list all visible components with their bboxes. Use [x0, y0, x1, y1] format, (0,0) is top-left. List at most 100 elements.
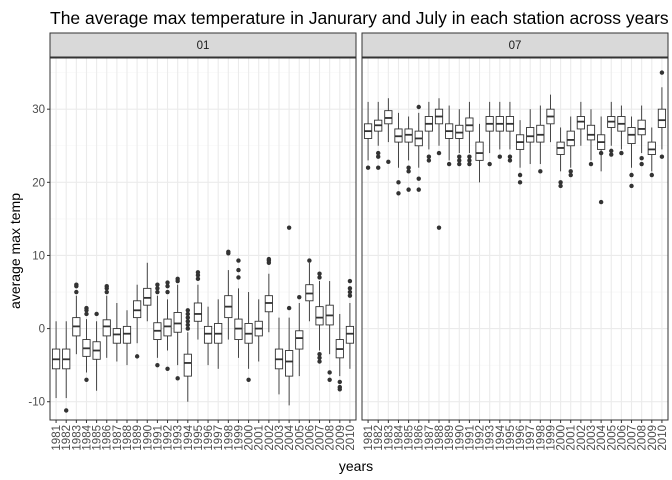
x-tick-label: 1987: [424, 425, 436, 451]
box-1986: [414, 104, 423, 192]
y-tick-label: 20: [32, 177, 45, 189]
x-tick-label: 1994: [183, 424, 195, 450]
box-1998: [536, 105, 545, 174]
outlier-point: [317, 271, 322, 276]
box-iqr: [475, 141, 484, 161]
box-iqr: [315, 306, 324, 326]
x-tick-label: 1982: [373, 425, 385, 451]
outlier-point: [155, 286, 160, 291]
outlier-point: [558, 183, 563, 189]
x-tick-label: 2003: [274, 425, 286, 451]
outlier-point: [386, 159, 391, 165]
outlier-point: [639, 161, 644, 167]
outlier-point: [497, 154, 503, 159]
outlier-point: [185, 311, 191, 317]
box-1993: [173, 276, 182, 381]
box-iqr: [112, 328, 121, 344]
y-tick-label: 30: [32, 104, 45, 116]
outlier-point: [266, 256, 272, 262]
outlier-point: [467, 161, 472, 167]
x-tick-label: 1990: [142, 425, 154, 451]
outlier-point: [406, 169, 411, 174]
outlier-point: [365, 165, 371, 170]
box-1981: [51, 321, 61, 399]
x-tick-label: 1981: [363, 425, 375, 451]
outlier-point: [286, 305, 292, 311]
outlier-point: [236, 258, 241, 263]
outlier-point: [629, 183, 634, 189]
outlier-point: [185, 315, 191, 320]
outlier-point: [517, 180, 523, 185]
outlier-point: [347, 293, 353, 298]
facet-strip-label: 07: [509, 40, 522, 52]
outlier-point: [347, 289, 353, 295]
box-1988: [122, 310, 132, 366]
panel-background: [362, 58, 668, 420]
x-tick-label: 2002: [264, 425, 276, 451]
x-tick-label: 1988: [434, 425, 446, 451]
x-tick-label: 1993: [485, 425, 497, 451]
x-tick-label: 2001: [254, 425, 266, 451]
outlier-point: [376, 154, 381, 159]
x-tick-label: 1991: [152, 425, 164, 451]
box-2008: [325, 281, 334, 382]
outlier-point: [568, 169, 573, 174]
outlier-point: [416, 187, 421, 192]
outlier-point: [155, 282, 160, 287]
x-tick-label: 1985: [404, 425, 416, 451]
x-tick-label: 2010: [657, 425, 669, 451]
outlier-point: [609, 148, 614, 154]
outlier-point: [649, 172, 654, 178]
box-2005: [607, 101, 616, 157]
box-2009: [335, 313, 344, 392]
outlier-point: [629, 172, 634, 178]
x-tick-label: 1985: [92, 425, 104, 451]
gridlines: [50, 58, 356, 420]
outlier-point: [317, 355, 322, 361]
x-tick-label: 1995: [505, 425, 517, 451]
outlier-point: [165, 289, 170, 295]
outlier-point: [84, 377, 89, 382]
box-2005: [295, 294, 304, 377]
box-1996: [203, 306, 213, 366]
outlier-point: [639, 155, 644, 161]
outlier-point: [286, 225, 292, 230]
outlier-point: [74, 289, 79, 295]
outlier-point: [134, 354, 140, 359]
box-2004: [597, 116, 606, 205]
box-1994: [183, 308, 192, 402]
x-tick-label: 1981: [51, 425, 63, 451]
outlier-point: [317, 275, 322, 280]
box-1990: [143, 262, 152, 322]
outlier-point: [507, 158, 513, 163]
box-1996: [515, 120, 525, 185]
x-tick-label: 2009: [335, 425, 347, 451]
box-2008: [637, 105, 646, 167]
box-2000: [244, 292, 253, 382]
panel-border: [49, 57, 357, 421]
box-iqr: [657, 108, 667, 128]
x-tick-label: 1992: [475, 425, 487, 451]
box-1981: [363, 101, 373, 170]
outlier-point: [195, 276, 201, 282]
box-1997: [526, 109, 535, 165]
outlier-point: [185, 326, 191, 331]
box-2006: [305, 258, 314, 322]
box-iqr: [193, 302, 203, 322]
box-1984: [82, 305, 91, 382]
outlier-point: [436, 150, 442, 156]
box-1995: [505, 101, 515, 163]
box-1985: [404, 116, 413, 192]
x-tick-label: 1995: [193, 425, 205, 451]
x-tick-label: 1998: [535, 425, 547, 451]
x-tick-label: 1990: [454, 425, 466, 451]
box-1986: [102, 283, 111, 358]
x-tick-label: 2006: [304, 425, 316, 451]
box-1985: [92, 311, 101, 391]
box-2001: [254, 299, 263, 362]
box-1999: [234, 258, 243, 358]
outlier-point: [236, 275, 241, 280]
outlier-point: [426, 154, 432, 159]
outlier-point: [317, 359, 322, 364]
outlier-point: [517, 172, 523, 178]
